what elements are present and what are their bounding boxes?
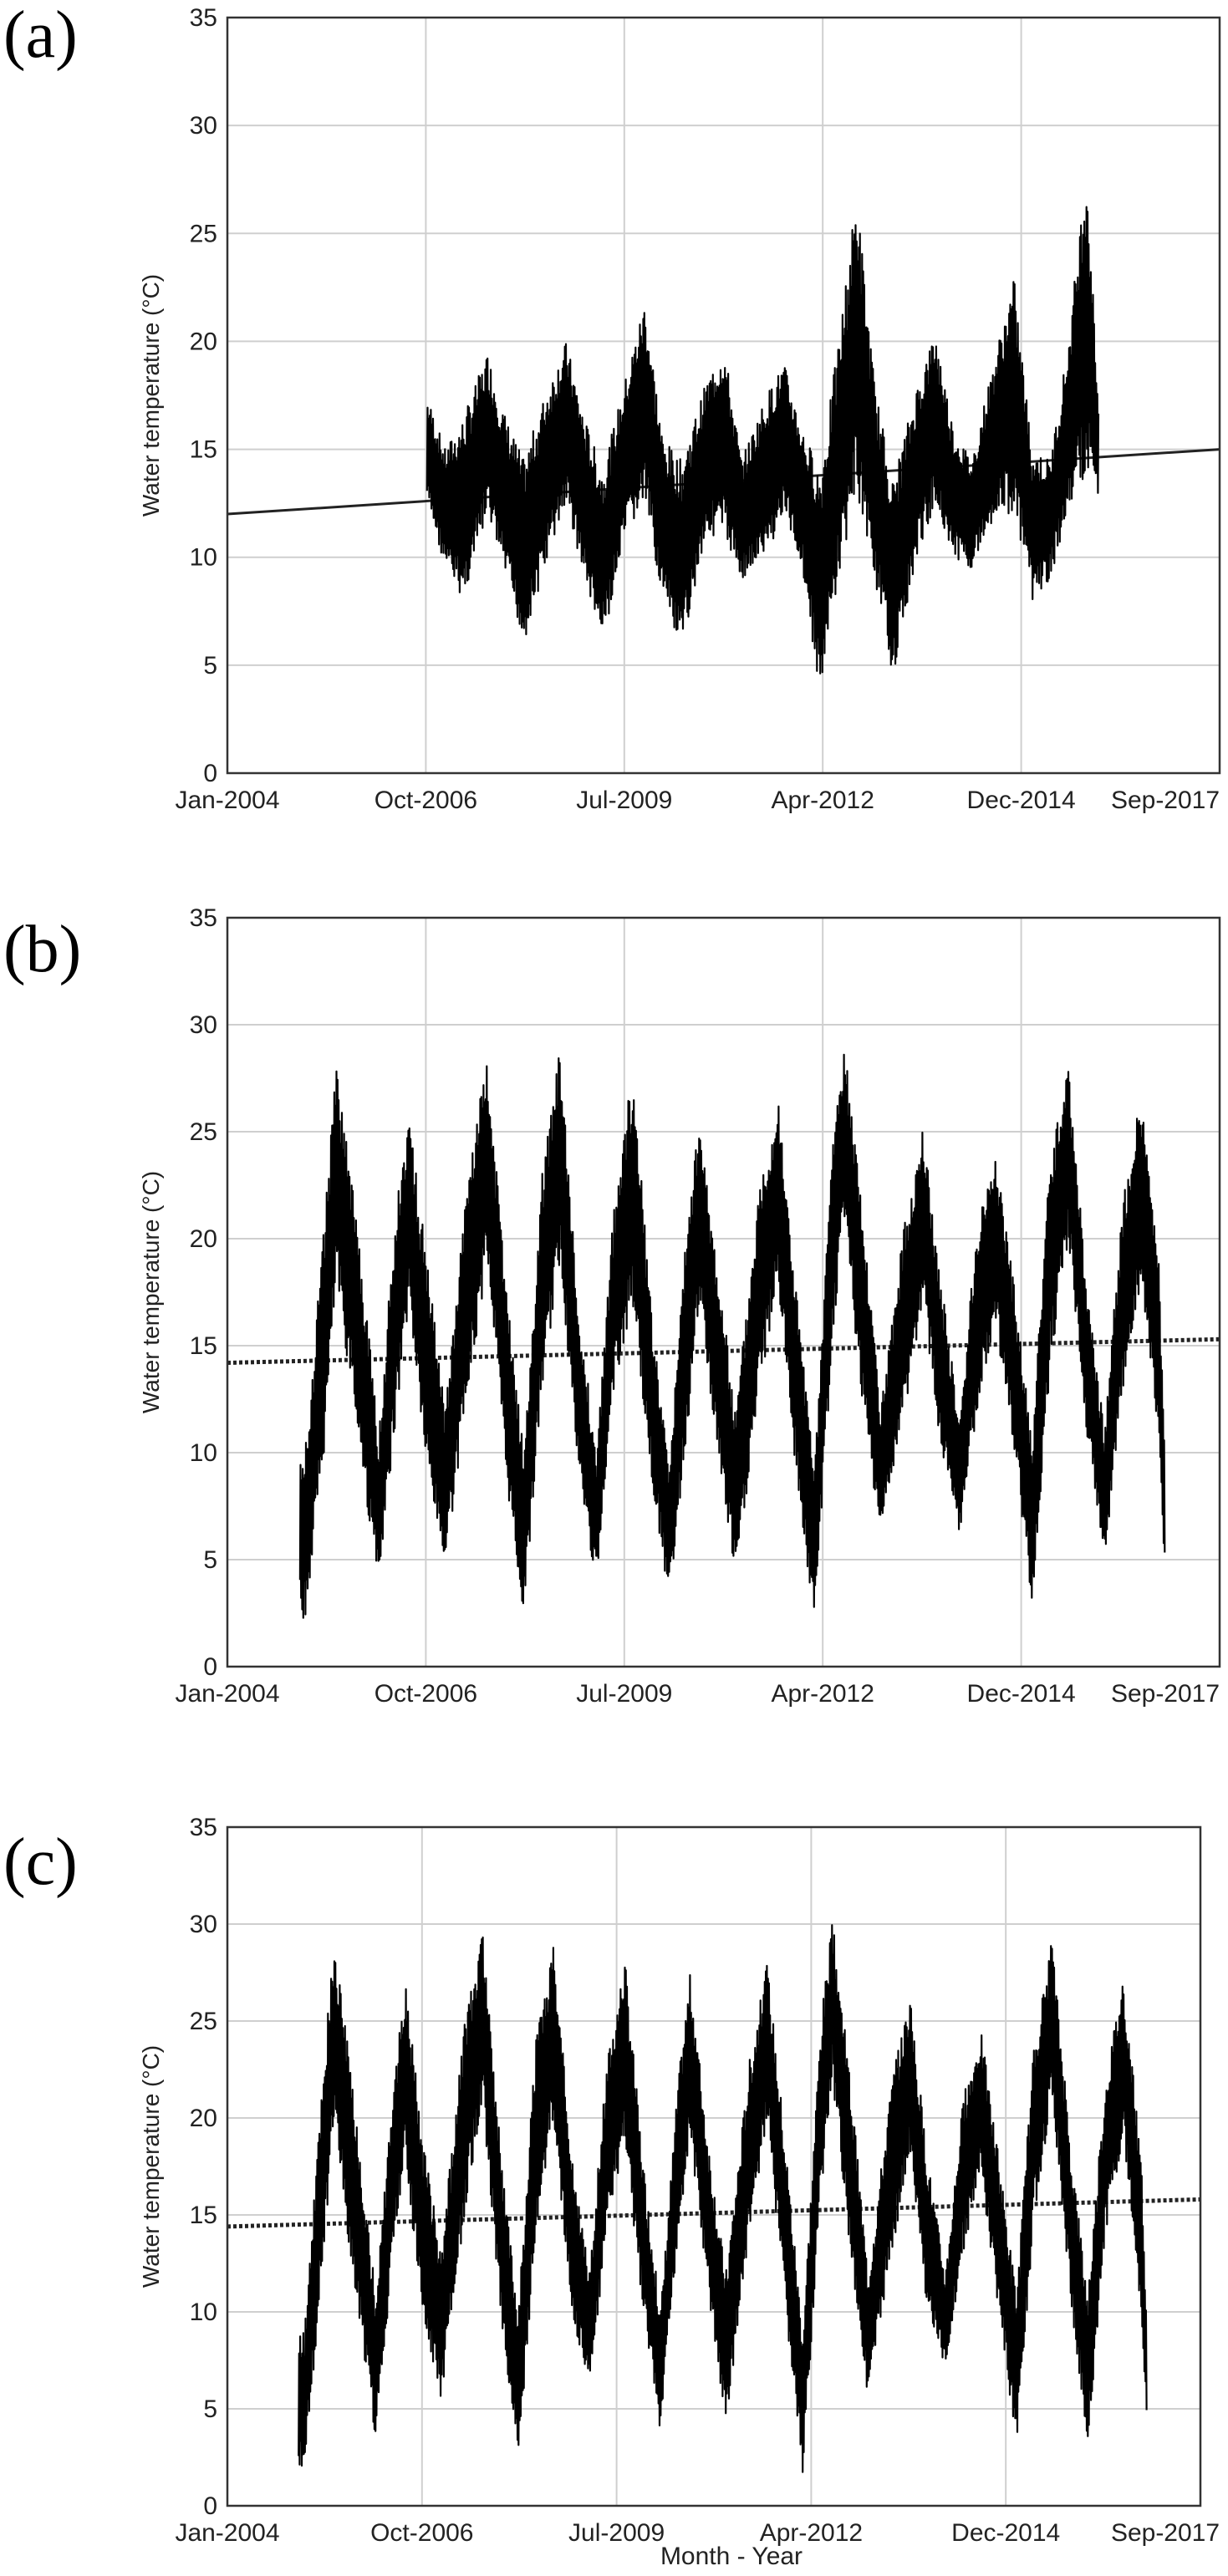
panel-b-x-tick: Apr-2012 xyxy=(771,1680,874,1708)
panel-a-x-tick: Dec-2014 xyxy=(967,787,1076,814)
panel-a-data-group xyxy=(425,206,1100,675)
panel-a-x-tick: Jan-2004 xyxy=(175,787,279,814)
panel-b-series-0-data xyxy=(298,1053,1166,1619)
panel-c-y-tick: 10 xyxy=(190,2299,217,2326)
panel-a-y-tick: 15 xyxy=(190,436,217,464)
panel-c-x-tick: Apr-2012 xyxy=(760,2519,863,2547)
panel-c-y-tick: 35 xyxy=(190,1814,217,1841)
panel-a-y-tick: 0 xyxy=(203,760,217,787)
panel-b-x-tick: Jan-2004 xyxy=(175,1680,279,1708)
panel-c-x-tick: Oct-2006 xyxy=(370,2519,473,2547)
panel-a-y-tick: 30 xyxy=(190,112,217,140)
panel-b-x-ticks: Jan-2004 Oct-2006 Jul-2009 Apr-2012 Dec-… xyxy=(175,1680,1220,1708)
panel-c-label: (c) xyxy=(3,1825,78,1899)
panel-a-y-tick: 5 xyxy=(203,652,217,680)
panel-a-y-tick: 35 xyxy=(190,4,217,32)
panel-a-x-tick: Sep-2017 xyxy=(1111,787,1220,814)
panel-a-y-tick: 25 xyxy=(190,220,217,247)
panel-c-y-tick: 15 xyxy=(190,2202,217,2229)
panel-a-series-0-data xyxy=(425,206,1100,675)
panel-b-x-tick: Oct-2006 xyxy=(375,1680,477,1708)
panel-b-y-tick: 25 xyxy=(190,1118,217,1146)
panel-a-x-tick: Jul-2009 xyxy=(576,787,672,814)
panel-a-y-tick: 10 xyxy=(190,544,217,572)
panel-c-x-tick: Sep-2017 xyxy=(1111,2519,1220,2547)
panel-a-x-tick: Apr-2012 xyxy=(771,787,874,814)
panel-c-x-ticks: Jan-2004 Oct-2006 Jul-2009 Apr-2012 Dec-… xyxy=(175,2519,1220,2547)
panel-c-plot-frame xyxy=(226,1825,1202,2507)
panel-c-y-tick: 5 xyxy=(203,2395,217,2423)
panel-b-y-ticks: 0 5 10 15 20 25 30 35 xyxy=(190,904,217,1681)
panel-c: (c) 0 5 10 15 20 25 30 35 Jan-2004 Oct-2… xyxy=(3,1814,1220,2570)
panel-c-x-axis-label: Month - Year xyxy=(660,2543,803,2570)
panel-a-x-tick: Oct-2006 xyxy=(375,787,477,814)
panel-a-y-tick: 20 xyxy=(190,328,217,355)
panel-c-x-tick: Jul-2009 xyxy=(568,2519,665,2547)
panel-c-x-tick: Dec-2014 xyxy=(951,2519,1060,2547)
panel-b-label: (b) xyxy=(3,913,81,986)
panel-a-grid xyxy=(227,18,1220,773)
panel-c-data-group xyxy=(298,1924,1148,2473)
panel-b-y-tick: 10 xyxy=(190,1439,217,1467)
panel-b-y-tick: 35 xyxy=(190,904,217,932)
panel-a: (a) 0 5 10 15 20 25 30 35 Jan-2004 Oct-2… xyxy=(3,0,1221,814)
panel-a-label: (a) xyxy=(3,0,78,72)
panel-c-y-ticks: 0 5 10 15 20 25 30 35 xyxy=(190,1814,217,2520)
panel-b-data-group xyxy=(298,1053,1166,1619)
panel-b: (b) 0 5 10 15 20 25 30 35 Jan-2004 Oct-2… xyxy=(3,904,1221,1708)
panel-c-y-tick: 20 xyxy=(190,2105,217,2132)
panel-b-x-tick: Jul-2009 xyxy=(576,1680,672,1708)
panel-c-y-tick: 0 xyxy=(203,2492,217,2520)
panel-a-plot-frame xyxy=(226,16,1221,775)
panel-b-y-tick: 20 xyxy=(190,1225,217,1253)
panel-c-series-0-data xyxy=(298,1924,1148,2473)
panel-c-y-axis-label: Water temperature (°C) xyxy=(138,2045,164,2288)
panel-a-x-ticks: Jan-2004 Oct-2006 Jul-2009 Apr-2012 Dec-… xyxy=(175,787,1220,814)
panel-a-y-axis-label: Water temperature (°C) xyxy=(138,274,164,517)
panel-c-y-tick: 30 xyxy=(190,1911,217,1938)
panel-b-x-tick: Sep-2017 xyxy=(1111,1680,1220,1708)
panel-a-y-ticks: 0 5 10 15 20 25 30 35 xyxy=(190,4,217,787)
panel-b-y-axis-label: Water temperature (°C) xyxy=(138,1171,164,1413)
panel-b-y-tick: 15 xyxy=(190,1332,217,1360)
panel-b-y-tick: 5 xyxy=(203,1546,217,1574)
panel-b-plot-frame xyxy=(226,916,1221,1668)
panel-b-x-tick: Dec-2014 xyxy=(967,1680,1076,1708)
panel-b-y-tick: 30 xyxy=(190,1011,217,1039)
panel-b-y-tick: 0 xyxy=(203,1653,217,1681)
panel-c-x-tick: Jan-2004 xyxy=(175,2519,279,2547)
panel-c-y-tick: 25 xyxy=(190,2008,217,2035)
